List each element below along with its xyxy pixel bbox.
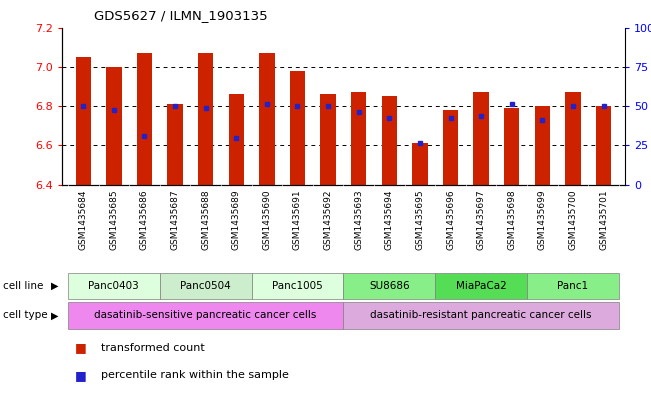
Bar	[76, 57, 91, 185]
Text: Panc0403: Panc0403	[89, 281, 139, 291]
Bar	[68, 273, 159, 299]
Bar	[351, 92, 367, 185]
Text: GSM1435684: GSM1435684	[79, 189, 88, 250]
Bar	[106, 67, 122, 185]
Text: cell line: cell line	[3, 281, 44, 291]
Bar	[320, 94, 336, 185]
Text: ▶: ▶	[51, 310, 59, 320]
Text: GSM1435696: GSM1435696	[446, 189, 455, 250]
Bar	[344, 302, 619, 329]
Bar	[534, 106, 550, 185]
Text: ■: ■	[75, 369, 87, 382]
Text: GSM1435689: GSM1435689	[232, 189, 241, 250]
Text: GSM1435695: GSM1435695	[415, 189, 424, 250]
Bar	[565, 92, 581, 185]
Text: GSM1435697: GSM1435697	[477, 189, 486, 250]
Bar	[436, 273, 527, 299]
Text: ■: ■	[75, 341, 87, 354]
Text: GSM1435698: GSM1435698	[507, 189, 516, 250]
Bar	[412, 143, 428, 185]
Bar	[290, 71, 305, 185]
Bar	[596, 106, 611, 185]
Bar	[167, 104, 183, 185]
Text: GSM1435690: GSM1435690	[262, 189, 271, 250]
Text: dasatinib-sensitive pancreatic cancer cells: dasatinib-sensitive pancreatic cancer ce…	[94, 310, 317, 320]
Bar	[473, 92, 489, 185]
Text: GSM1435694: GSM1435694	[385, 189, 394, 250]
Text: Panc0504: Panc0504	[180, 281, 231, 291]
Text: transformed count: transformed count	[101, 343, 204, 353]
Text: GSM1435700: GSM1435700	[568, 189, 577, 250]
Text: cell type: cell type	[3, 310, 48, 320]
Bar	[251, 273, 343, 299]
Text: GSM1435699: GSM1435699	[538, 189, 547, 250]
Text: GSM1435688: GSM1435688	[201, 189, 210, 250]
Text: GSM1435691: GSM1435691	[293, 189, 302, 250]
Text: ▶: ▶	[51, 281, 59, 291]
Text: SU8686: SU8686	[369, 281, 409, 291]
Text: GSM1435686: GSM1435686	[140, 189, 149, 250]
Bar	[527, 273, 619, 299]
Bar	[344, 273, 436, 299]
Text: GDS5627 / ILMN_1903135: GDS5627 / ILMN_1903135	[94, 9, 268, 22]
Text: Panc1: Panc1	[557, 281, 589, 291]
Bar	[443, 110, 458, 185]
Bar	[259, 53, 275, 185]
Text: MiaPaCa2: MiaPaCa2	[456, 281, 506, 291]
Text: GSM1435692: GSM1435692	[324, 189, 333, 250]
Text: percentile rank within the sample: percentile rank within the sample	[101, 370, 289, 380]
Bar	[229, 94, 244, 185]
Bar	[198, 53, 214, 185]
Text: dasatinib-resistant pancreatic cancer cells: dasatinib-resistant pancreatic cancer ce…	[370, 310, 592, 320]
Text: GSM1435687: GSM1435687	[171, 189, 180, 250]
Text: Panc1005: Panc1005	[272, 281, 323, 291]
Bar	[68, 302, 344, 329]
Bar	[137, 53, 152, 185]
Bar	[504, 108, 519, 185]
Text: GSM1435701: GSM1435701	[599, 189, 608, 250]
Text: GSM1435685: GSM1435685	[109, 189, 118, 250]
Bar	[159, 273, 251, 299]
Bar	[381, 96, 397, 185]
Text: GSM1435693: GSM1435693	[354, 189, 363, 250]
